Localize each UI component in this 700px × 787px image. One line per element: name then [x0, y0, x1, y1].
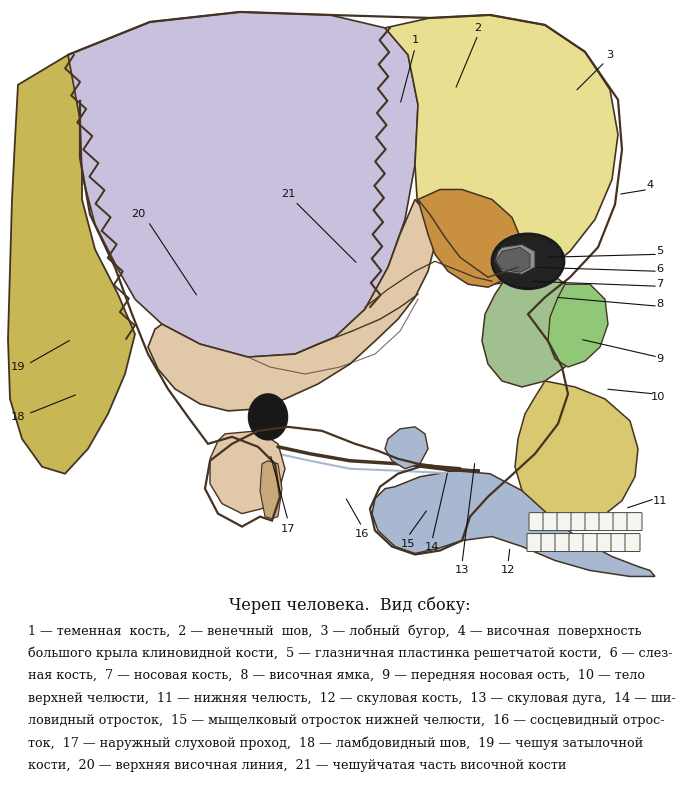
FancyBboxPatch shape — [597, 534, 612, 552]
Text: 16: 16 — [355, 529, 369, 538]
FancyBboxPatch shape — [529, 512, 544, 530]
Text: 15: 15 — [400, 538, 415, 549]
Text: кости,  20 — верхняя височная линия,  21 — чешуйчатая часть височной кости: кости, 20 — верхняя височная линия, 21 —… — [28, 759, 566, 772]
FancyBboxPatch shape — [611, 534, 626, 552]
Text: 12: 12 — [500, 566, 515, 575]
Ellipse shape — [249, 394, 287, 439]
Polygon shape — [372, 471, 655, 576]
Polygon shape — [495, 244, 535, 274]
Polygon shape — [496, 247, 530, 272]
Polygon shape — [385, 427, 428, 469]
FancyBboxPatch shape — [613, 512, 628, 530]
Text: 5: 5 — [657, 246, 664, 257]
FancyBboxPatch shape — [571, 512, 586, 530]
Text: 2: 2 — [475, 23, 482, 33]
Ellipse shape — [492, 234, 564, 289]
Text: 6: 6 — [657, 264, 664, 275]
FancyBboxPatch shape — [569, 534, 584, 552]
Text: Череп человека.  Вид сбоку:: Череп человека. Вид сбоку: — [230, 597, 470, 614]
Polygon shape — [8, 55, 135, 474]
Polygon shape — [385, 15, 618, 284]
Polygon shape — [548, 284, 608, 367]
Text: 20: 20 — [131, 209, 145, 220]
Text: 3: 3 — [606, 50, 614, 60]
FancyBboxPatch shape — [585, 512, 600, 530]
Text: 19: 19 — [10, 362, 25, 372]
Polygon shape — [482, 264, 582, 387]
FancyBboxPatch shape — [627, 512, 642, 530]
Polygon shape — [260, 460, 282, 519]
Text: ток,  17 — наружный слуховой проход,  18 — ламбдовидный шов,  19 — чешуя затылоч: ток, 17 — наружный слуховой проход, 18 —… — [28, 737, 643, 750]
FancyBboxPatch shape — [583, 534, 598, 552]
FancyBboxPatch shape — [599, 512, 614, 530]
Text: 7: 7 — [657, 279, 664, 290]
FancyBboxPatch shape — [557, 512, 572, 530]
FancyBboxPatch shape — [527, 534, 542, 552]
Text: ловидный отросток,  15 — мыщелковый отросток нижней челюсти,  16 — сосцевидный о: ловидный отросток, 15 — мыщелковый отрос… — [28, 715, 664, 727]
Text: 21: 21 — [281, 190, 295, 199]
Text: 8: 8 — [657, 299, 664, 309]
FancyBboxPatch shape — [625, 534, 640, 552]
Text: 18: 18 — [10, 412, 25, 422]
Text: 14: 14 — [425, 541, 439, 552]
Polygon shape — [418, 190, 522, 287]
FancyBboxPatch shape — [543, 512, 558, 530]
Text: большого крыла клиновидной кости,  5 — глазничная пластинка решетчатой кости,  6: большого крыла клиновидной кости, 5 — гл… — [28, 647, 673, 660]
Text: 9: 9 — [657, 354, 664, 364]
Text: 4: 4 — [646, 179, 654, 190]
FancyBboxPatch shape — [555, 534, 570, 552]
FancyBboxPatch shape — [541, 534, 556, 552]
Polygon shape — [68, 12, 418, 357]
Text: 1: 1 — [412, 35, 419, 45]
Text: верхней челюсти,  11 — нижняя челюсть,  12 — скуловая кость,  13 — скуловая дуга: верхней челюсти, 11 — нижняя челюсть, 12… — [28, 692, 676, 705]
Polygon shape — [148, 199, 435, 411]
Text: ная кость,  7 — носовая кость,  8 — височная ямка,  9 — передняя носовая ость,  : ная кость, 7 — носовая кость, 8 — височн… — [28, 670, 645, 682]
Polygon shape — [515, 381, 638, 523]
Text: 17: 17 — [281, 523, 295, 534]
Polygon shape — [210, 430, 285, 514]
Text: 13: 13 — [455, 566, 469, 575]
Text: 1 — теменная  кость,  2 — венечный  шов,  3 — лобный  бугор,  4 — височная  пове: 1 — теменная кость, 2 — венечный шов, 3 … — [28, 624, 641, 638]
Text: 10: 10 — [651, 392, 665, 402]
Text: 11: 11 — [652, 496, 667, 506]
